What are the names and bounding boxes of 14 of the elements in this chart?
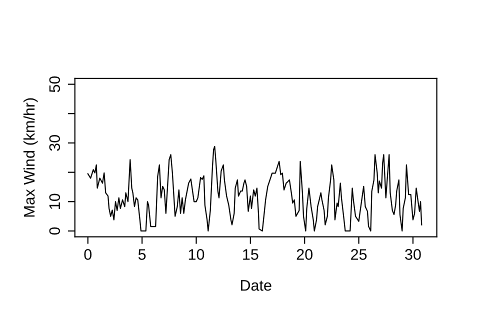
line-series: [87, 146, 422, 232]
x-tick-label: 15: [243, 249, 258, 260]
y-tick-label: 30: [49, 135, 60, 151]
y-tick-label: 10: [49, 194, 60, 209]
y-tick-label: 0: [49, 227, 60, 235]
x-tick-label: 5: [138, 249, 146, 260]
x-tick-label: 20: [296, 249, 312, 260]
y-tick-label: 50: [49, 76, 60, 92]
x-tick-label: 30: [405, 249, 421, 260]
y-axis-title: Max Wind (km/hr): [23, 98, 38, 217]
x-tick-label: 25: [351, 249, 367, 260]
x-axis-title: Date: [240, 280, 272, 291]
x-tick-label: 0: [84, 249, 92, 260]
x-tick-label: 10: [188, 249, 204, 260]
